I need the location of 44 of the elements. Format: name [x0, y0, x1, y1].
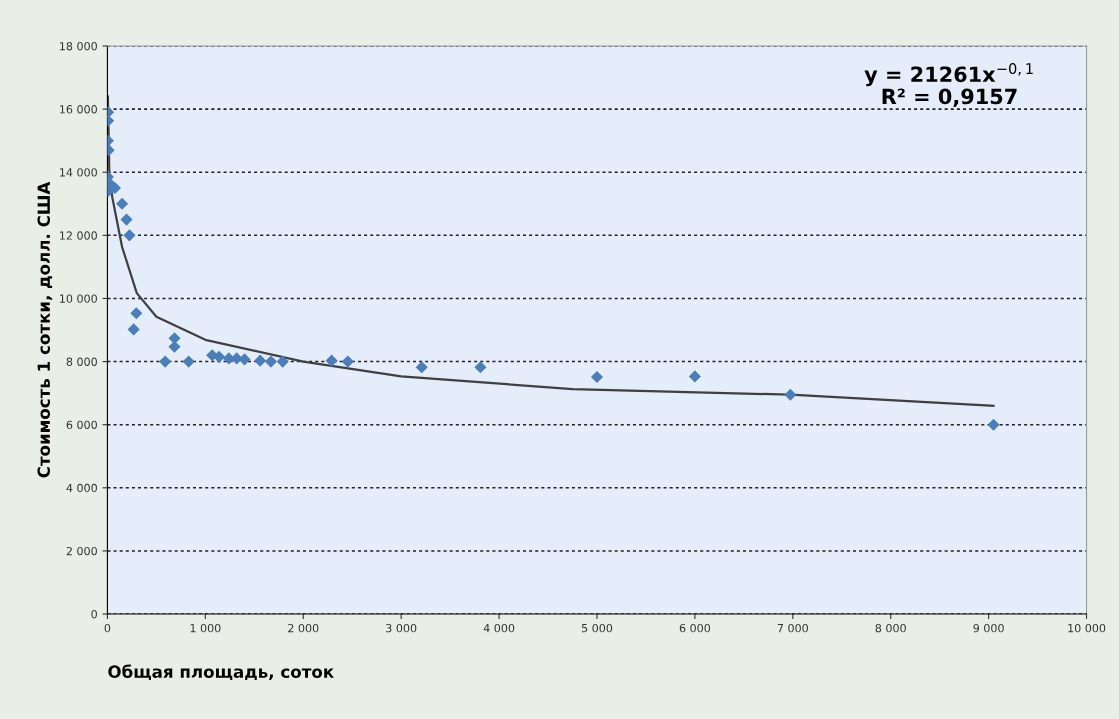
x-tick-label: 0 [104, 623, 111, 633]
x-tick-label: 1 000 [190, 623, 221, 633]
x-axis-title: Общая площадь, соток [108, 664, 334, 681]
x-tick-label: 3 000 [386, 623, 417, 633]
y-tick-label: 10 000 [60, 294, 97, 303]
y-tick-label: 8 000 [66, 357, 97, 366]
x-tick-label: 6 000 [679, 623, 711, 633]
y-tick-label: 14 000 [60, 168, 97, 177]
point [116, 197, 129, 210]
point [127, 323, 140, 336]
point [987, 418, 1000, 431]
point [212, 350, 226, 363]
point [784, 388, 797, 401]
point [264, 355, 277, 368]
point [415, 361, 428, 374]
point [123, 229, 136, 242]
x-tick-label: 9 000 [973, 623, 1004, 633]
point [688, 370, 701, 383]
point [108, 181, 122, 195]
y-tick-label: 2 000 [66, 546, 97, 556]
y-tick-label: 6 000 [66, 420, 97, 430]
y-tick-label: 0 [91, 610, 97, 619]
point [341, 355, 354, 368]
x-tick-label: 5 000 [581, 623, 613, 633]
point [590, 370, 604, 384]
x-tick-label: 2 000 [288, 623, 319, 633]
point [325, 354, 338, 367]
y-tick-label: 12 000 [60, 231, 97, 240]
y-axis-title: Стоимость 1 сотки, долл. США [37, 181, 53, 478]
point [182, 355, 195, 368]
x-tick-label: 4 000 [483, 623, 515, 633]
point [120, 213, 133, 226]
point [254, 354, 267, 367]
y-tick-label: 4 000 [66, 483, 97, 493]
point [159, 355, 172, 368]
y-tick-label: 16 000 [60, 105, 97, 114]
annotation: y = 21261x$^{−0,1}$ R² = 0,9157 [864, 63, 1033, 107]
x-tick-label: 10 000 [1068, 623, 1106, 633]
point [130, 307, 143, 320]
point [474, 361, 487, 374]
point [276, 355, 289, 368]
x-tick-label: 8 000 [875, 623, 906, 633]
x-tick-label: 7 000 [777, 623, 808, 633]
y-tick-label: 18 000 [60, 41, 97, 51]
